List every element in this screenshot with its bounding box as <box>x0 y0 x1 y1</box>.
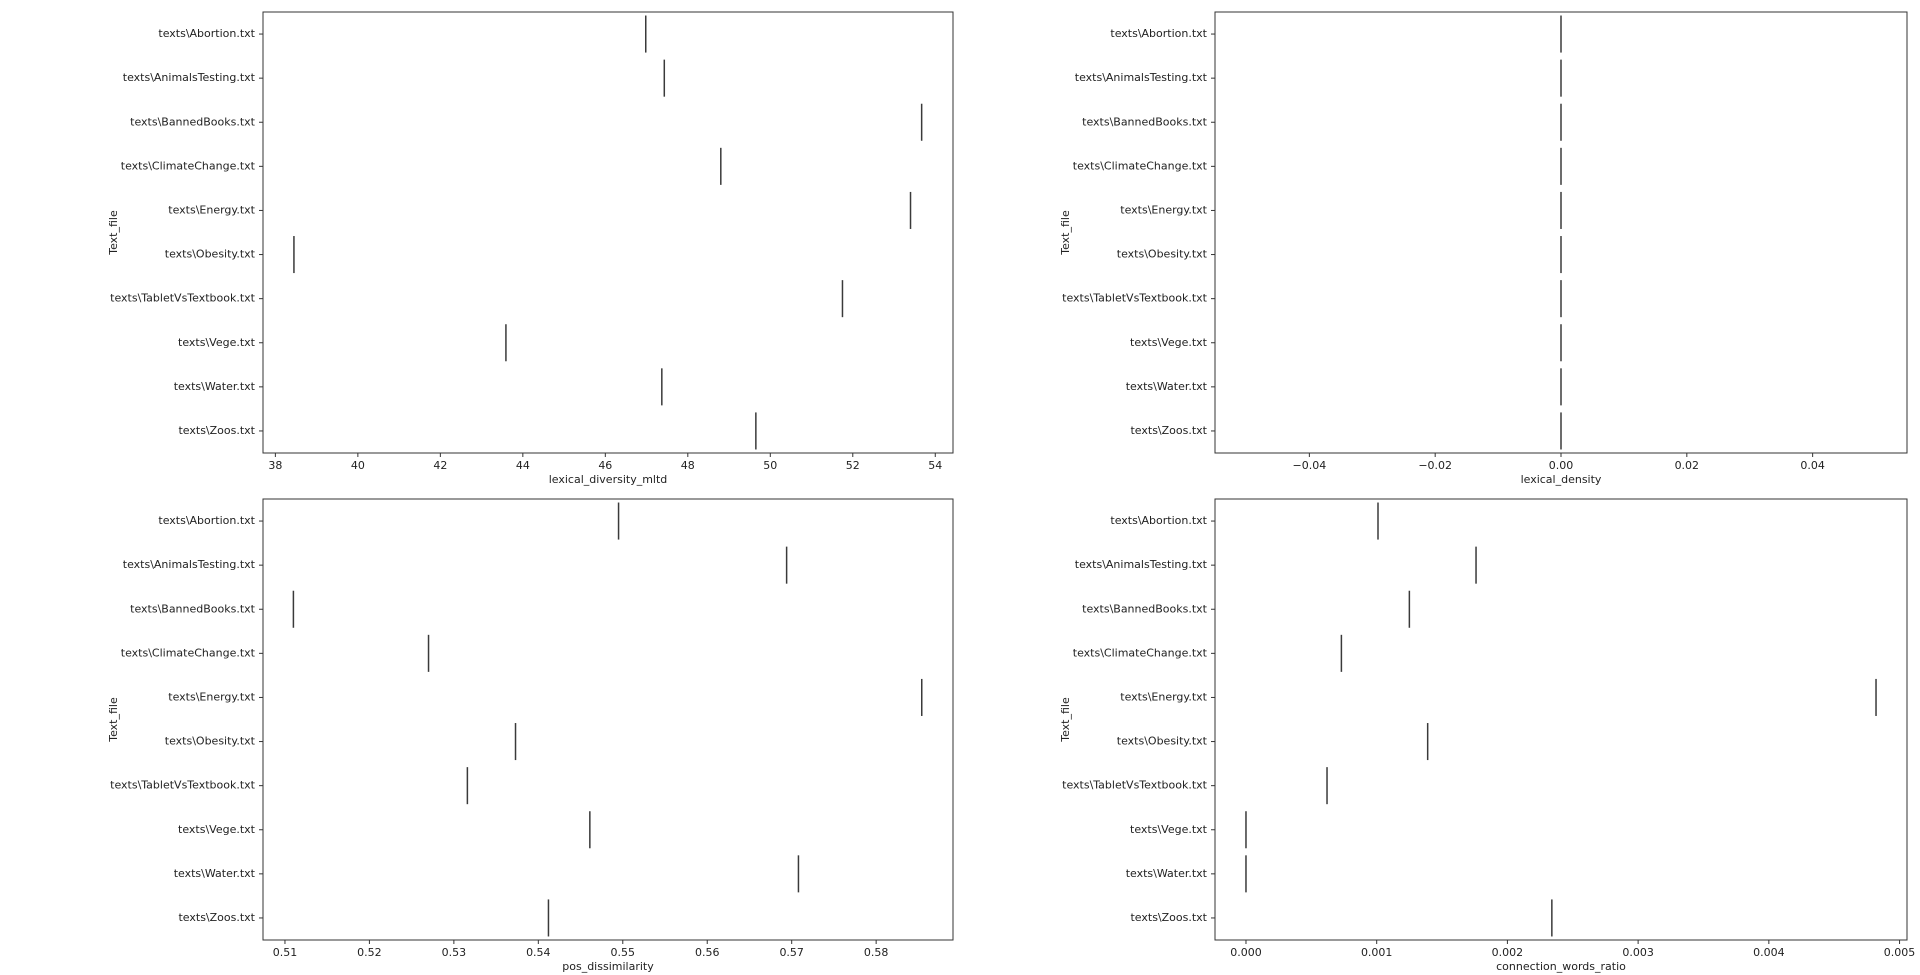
x-tick-label: −0.04 <box>1293 459 1327 472</box>
y-tick-label: texts\BannedBooks.txt <box>130 115 256 128</box>
y-tick-label: texts\Energy.txt <box>1120 203 1207 216</box>
x-tick-label: 38 <box>268 459 282 472</box>
y-tick-label: texts\TabletVsTextbook.txt <box>1062 779 1208 792</box>
y-tick-label: texts\ClimateChange.txt <box>121 159 256 172</box>
x-axis-label: lexical_density <box>1521 473 1602 486</box>
x-tick-label: 0.55 <box>611 946 636 959</box>
y-tick-label: texts\AnimalsTesting.txt <box>1075 71 1208 84</box>
y-tick-label: texts\AnimalsTesting.txt <box>1075 558 1208 571</box>
axes-frame <box>262 11 954 454</box>
y-tick-label: texts\Energy.txt <box>1120 690 1207 703</box>
x-tick-label: 0.58 <box>864 946 889 959</box>
x-tick-label: 40 <box>351 459 365 472</box>
x-tick-label: 0.00 <box>1549 459 1574 472</box>
x-tick-label: 48 <box>681 459 695 472</box>
x-tick-label: 0.000 <box>1230 946 1262 959</box>
y-tick-label: texts\Abortion.txt <box>158 514 255 527</box>
y-tick-label: texts\TabletVsTextbook.txt <box>110 292 256 305</box>
x-tick-label: 0.53 <box>442 946 467 959</box>
axes-frame <box>1214 498 1908 941</box>
y-tick-label: texts\BannedBooks.txt <box>130 602 256 615</box>
y-tick-label: texts\ClimateChange.txt <box>121 646 256 659</box>
y-tick-label: texts\Obesity.txt <box>1117 735 1208 748</box>
x-tick-label: 0.02 <box>1675 459 1700 472</box>
x-tick-label: 54 <box>928 459 942 472</box>
x-tick-label: 52 <box>846 459 860 472</box>
x-axis-label: connection_words_ratio <box>1496 960 1626 973</box>
y-tick-label: texts\ClimateChange.txt <box>1073 159 1208 172</box>
x-axis-label: pos_dissimilarity <box>562 960 654 973</box>
y-tick-label: texts\Zoos.txt <box>178 424 255 437</box>
y-axis-label: Text_file <box>1059 697 1072 743</box>
y-tick-label: texts\Zoos.txt <box>1130 911 1207 924</box>
y-axis-label: Text_file <box>107 210 120 256</box>
x-tick-label: 46 <box>598 459 612 472</box>
x-tick-label: 0.51 <box>273 946 298 959</box>
y-tick-label: texts\Zoos.txt <box>178 911 255 924</box>
y-tick-label: texts\BannedBooks.txt <box>1082 115 1208 128</box>
y-tick-label: texts\TabletVsTextbook.txt <box>110 779 256 792</box>
x-tick-label: 0.005 <box>1884 946 1916 959</box>
y-tick-label: texts\Abortion.txt <box>1110 27 1207 40</box>
x-tick-label: 0.57 <box>779 946 804 959</box>
y-tick-label: texts\Water.txt <box>174 380 256 393</box>
y-tick-label: texts\Vege.txt <box>1130 336 1208 349</box>
y-tick-label: texts\Abortion.txt <box>158 27 255 40</box>
y-tick-label: texts\Water.txt <box>1126 380 1208 393</box>
y-tick-label: texts\Energy.txt <box>168 203 255 216</box>
y-tick-label: texts\Vege.txt <box>1130 823 1208 836</box>
y-tick-label: texts\Vege.txt <box>178 823 256 836</box>
y-tick-label: texts\AnimalsTesting.txt <box>123 558 256 571</box>
x-tick-label: 0.04 <box>1800 459 1825 472</box>
y-tick-label: texts\Energy.txt <box>168 690 255 703</box>
y-tick-label: texts\Vege.txt <box>178 336 256 349</box>
x-axis-label: lexical_diversity_mltd <box>549 473 668 486</box>
x-tick-label: 0.001 <box>1361 946 1393 959</box>
y-tick-label: texts\Obesity.txt <box>165 735 256 748</box>
y-tick-label: texts\TabletVsTextbook.txt <box>1062 292 1208 305</box>
y-axis-label: Text_file <box>107 697 120 743</box>
x-tick-label: 50 <box>763 459 777 472</box>
x-tick-label: −0.02 <box>1418 459 1452 472</box>
x-tick-label: 0.002 <box>1492 946 1524 959</box>
y-tick-label: texts\Water.txt <box>174 867 256 880</box>
y-tick-label: texts\Abortion.txt <box>1110 514 1207 527</box>
y-tick-label: texts\Obesity.txt <box>1117 248 1208 261</box>
x-tick-label: 42 <box>433 459 447 472</box>
y-tick-label: texts\Obesity.txt <box>165 248 256 261</box>
x-tick-label: 0.56 <box>695 946 720 959</box>
y-tick-label: texts\BannedBooks.txt <box>1082 602 1208 615</box>
y-tick-label: texts\ClimateChange.txt <box>1073 646 1208 659</box>
y-tick-label: texts\Zoos.txt <box>1130 424 1207 437</box>
y-tick-label: texts\Water.txt <box>1126 867 1208 880</box>
y-axis-label: Text_file <box>1059 210 1072 256</box>
x-tick-label: 0.54 <box>526 946 551 959</box>
x-tick-label: 0.003 <box>1622 946 1654 959</box>
x-tick-label: 44 <box>516 459 530 472</box>
axes-frame <box>262 498 954 941</box>
x-tick-label: 0.004 <box>1753 946 1785 959</box>
y-tick-label: texts\AnimalsTesting.txt <box>123 71 256 84</box>
x-tick-label: 0.52 <box>357 946 382 959</box>
